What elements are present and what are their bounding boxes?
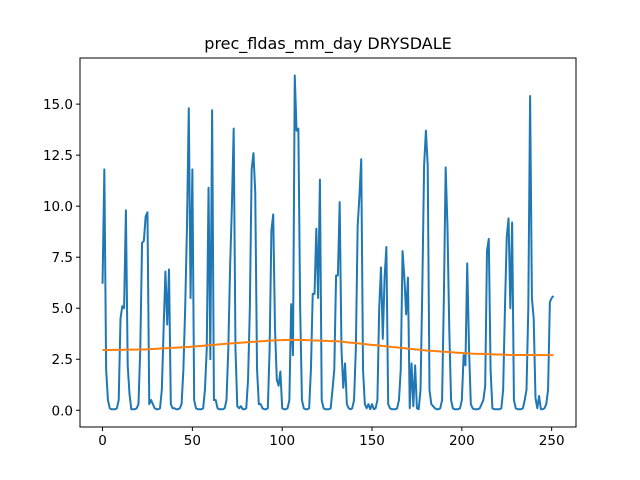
x-tick-label: 50 xyxy=(184,433,201,449)
axes-frame xyxy=(79,57,577,428)
y-tick-label: 5.0 xyxy=(52,301,73,317)
plot-area xyxy=(101,74,555,411)
chart-title: prec_fldas_mm_day DRYSDALE xyxy=(204,34,451,54)
line-series xyxy=(102,338,554,357)
y-tick-label: 0.0 xyxy=(52,403,73,419)
line-series xyxy=(101,74,555,411)
y-tick-label: 12.5 xyxy=(43,148,73,164)
y-tick-label: 10.0 xyxy=(43,199,73,215)
x-tick-label: 150 xyxy=(359,433,385,449)
x-tick-label: 100 xyxy=(269,433,295,449)
y-tick-label: 2.5 xyxy=(52,352,73,368)
x-tick-label: 250 xyxy=(539,433,565,449)
y-tick-label: 7.5 xyxy=(52,250,73,266)
y-tick-label: 15.0 xyxy=(43,97,73,113)
x-tick-label: 200 xyxy=(449,433,475,449)
x-tick-label: 0 xyxy=(98,433,107,449)
